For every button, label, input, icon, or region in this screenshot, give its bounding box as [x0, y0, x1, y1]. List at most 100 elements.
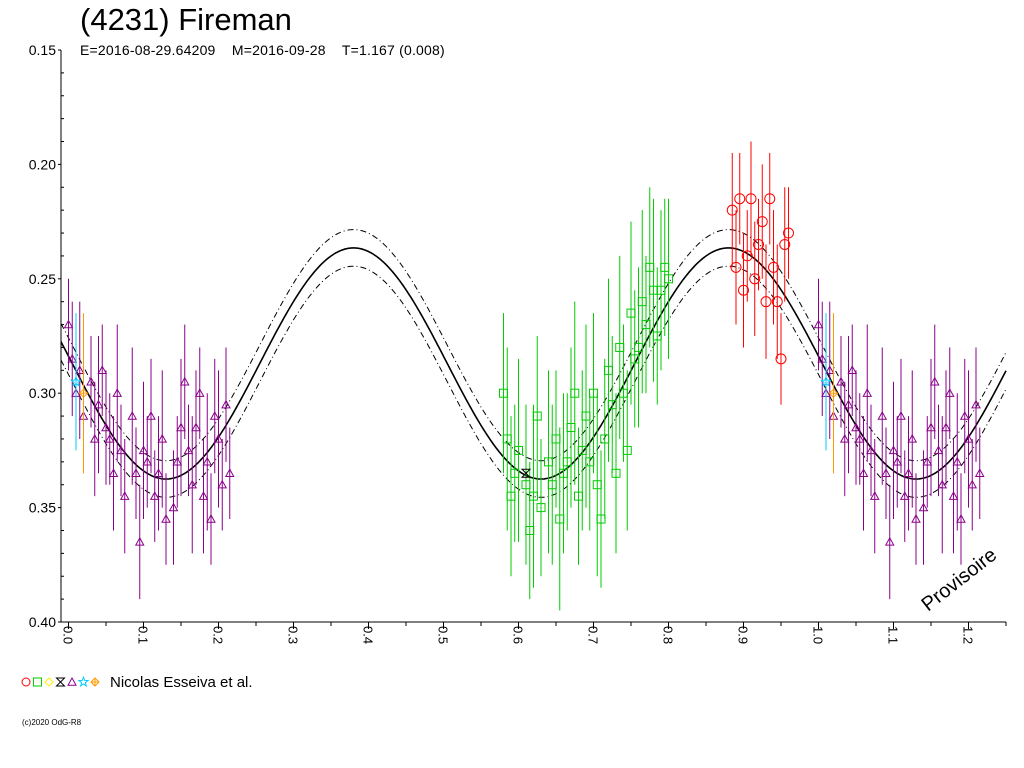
data-point-triangle: [884, 536, 895, 546]
data-point-circle: [753, 238, 764, 250]
data-point-triangle: [108, 468, 119, 477]
data-point-triangle: [206, 514, 216, 523]
data-point-circle: [783, 227, 794, 239]
data-point-triangle: [179, 376, 190, 386]
copyright-note: (c)2020 OdG-R8: [22, 718, 82, 727]
data-point-triangle: [176, 422, 186, 432]
data-point-triangle: [963, 433, 974, 443]
data-point-triangle: [922, 456, 933, 466]
data-point-triangle: [877, 411, 888, 420]
data-point-triangle: [224, 468, 235, 477]
x-tick-label: 0.1: [136, 626, 151, 644]
series-triangle-0: [63, 278, 235, 600]
data-point-square: [622, 445, 632, 455]
x-tick-label: 0.0: [61, 626, 76, 644]
data-point-triangle: [956, 514, 966, 523]
x-tick-label: 0.3: [286, 626, 301, 644]
legend-symbols: [21, 675, 100, 688]
data-point-triangle: [854, 433, 865, 443]
data-point-triangle: [941, 422, 951, 432]
data-point-triangle: [161, 514, 171, 523]
data-point-triangle: [944, 388, 955, 397]
data-point-square: [514, 445, 523, 455]
data-point-triangle: [187, 479, 198, 489]
data-point-triangle: [918, 502, 929, 512]
legend-symbol-star: [77, 675, 90, 688]
watermark-provisoire: Provisoire: [918, 544, 1002, 616]
data-point-triangle: [836, 376, 846, 386]
x-tick-label: 0.9: [736, 626, 751, 644]
data-point-triangle: [888, 445, 899, 455]
data-point-triangle: [153, 468, 164, 477]
data-point-triangle: [974, 468, 985, 477]
legend-symbol-circle: [21, 677, 31, 687]
y-tick-label: 0.15: [29, 42, 56, 58]
data-point-triangle: [937, 479, 948, 489]
series-star-4: [70, 313, 832, 451]
data-point-triangle: [847, 365, 858, 375]
data-point-star: [820, 375, 832, 387]
y-tick-label: 0.40: [29, 614, 56, 630]
data-point-triangle: [907, 433, 918, 443]
data-point-plus-diamond: [78, 388, 89, 398]
data-point-triangle: [896, 411, 906, 420]
data-point-triangle: [202, 456, 213, 466]
x-tick-label: 0.2: [211, 626, 226, 644]
data-point-triangle: [839, 433, 850, 443]
legend-symbol-diamond: [44, 677, 54, 687]
data-point-triangle: [824, 365, 835, 375]
data-point-circle: [741, 250, 753, 262]
legend-symbol-plus-diamond: [90, 677, 100, 687]
data-point-triangle: [862, 388, 873, 397]
tick-labels: 0.15 0.20 0.25 0.30 0.35 0.40 0.0 0.1 0.2 0.3 0.4 0…: [29, 42, 976, 644]
data-point-triangle: [952, 456, 963, 466]
series-triangle-3: [813, 278, 985, 600]
series-square-1: [499, 187, 673, 611]
data-point-triangle: [933, 445, 944, 455]
data-point-triangle: [948, 491, 959, 500]
data-point-triangle: [843, 399, 854, 409]
data-point-triangle: [813, 319, 824, 329]
data-point-triangle: [146, 411, 156, 420]
data-point-triangle: [198, 491, 209, 500]
data-point-star: [70, 375, 82, 387]
data-point-triangle: [67, 353, 78, 363]
data-point-triangle: [191, 422, 201, 432]
data-point-triangle: [851, 422, 861, 432]
data-point-circle: [760, 296, 772, 308]
data-point-triangle: [142, 456, 153, 466]
data-point-triangle: [138, 445, 149, 455]
data-point-square: [532, 411, 542, 421]
data-point-triangle: [209, 411, 220, 420]
axes: [58, 49, 1007, 629]
legend-label: Nicolas Esseiva et al.: [110, 673, 253, 691]
data-point-triangle: [899, 491, 910, 500]
data-point-triangle: [149, 491, 160, 500]
data-point-circle: [730, 261, 742, 273]
data-point-triangle: [89, 433, 100, 443]
data-point-triangle: [119, 491, 130, 500]
data-point-triangle: [74, 365, 85, 375]
series-plus-diamond-5: [78, 313, 839, 474]
legend: Nicolas Esseiva et al.: [20, 672, 253, 692]
data-point-triangle: [194, 388, 205, 397]
x-tick-label: 0.5: [436, 626, 451, 644]
data-point-circle: [779, 238, 791, 250]
data-point-triangle: [86, 376, 96, 386]
legend-symbol-hourglass: [55, 677, 66, 687]
y-tick-label: 0.20: [29, 156, 56, 172]
chart-title: (4231) Fireman: [80, 2, 292, 37]
data-point-triangle: [116, 445, 126, 455]
x-tick-label: 0.8: [661, 626, 676, 644]
data-point-triangle: [131, 468, 141, 477]
data-point-square: [536, 503, 546, 513]
data-point-circle: [745, 193, 757, 205]
data-point-circle: [749, 273, 761, 285]
x-tick-label: 1.0: [811, 626, 826, 644]
data-point-square: [611, 468, 621, 478]
data-point-triangle: [104, 433, 115, 443]
data-point-triangle: [903, 468, 914, 477]
data-point-triangle: [866, 445, 876, 455]
